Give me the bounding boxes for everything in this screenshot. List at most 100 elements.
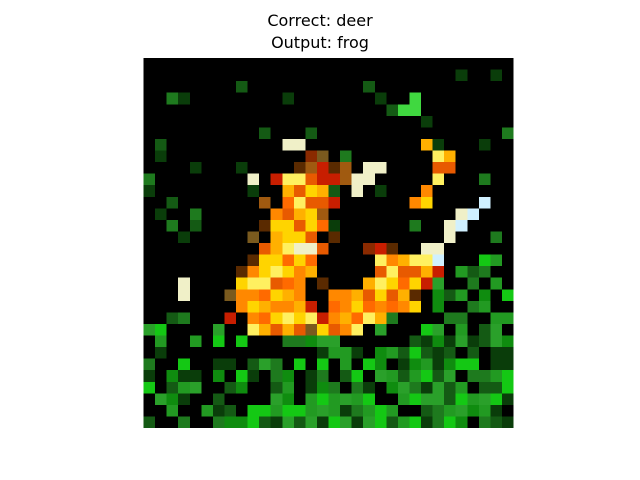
pixel (305, 381, 317, 394)
pixel (351, 173, 364, 186)
pixel (444, 289, 456, 301)
pixel (305, 173, 317, 186)
pixel (328, 404, 341, 417)
pixel (490, 358, 502, 371)
pixel (363, 312, 375, 324)
pixel (259, 312, 271, 324)
pixel (351, 393, 364, 405)
pixel (455, 266, 468, 278)
pixel (293, 185, 306, 197)
pixel (305, 323, 317, 336)
pixel (386, 404, 398, 417)
title-output-label: Output: frog (271, 33, 369, 52)
pixel (432, 300, 445, 313)
pixel (455, 312, 468, 324)
pixel (166, 219, 179, 232)
pixel (259, 416, 271, 428)
pixel (340, 404, 352, 417)
pixel (397, 254, 410, 267)
pixel (444, 231, 456, 243)
pixel (397, 289, 410, 301)
pixel (259, 289, 271, 301)
pixel (328, 231, 341, 243)
pixel (155, 323, 167, 336)
pixel (305, 185, 317, 197)
pixel (166, 404, 179, 417)
pixel (490, 231, 502, 243)
pixel-grid (143, 58, 514, 428)
pixel (363, 81, 375, 93)
pixel (282, 266, 294, 278)
pixel (282, 92, 294, 105)
pixel (282, 231, 294, 243)
pixel (247, 404, 260, 417)
pixel (455, 335, 468, 348)
pixel (328, 335, 341, 348)
pixel (501, 381, 514, 394)
pixel (282, 404, 294, 417)
pixel (224, 312, 236, 324)
pixel (236, 81, 248, 93)
pixel (328, 219, 341, 232)
pixel (316, 243, 329, 255)
pixel (374, 323, 387, 336)
pixel (478, 381, 491, 394)
pixel (444, 358, 456, 371)
pixel (282, 312, 294, 324)
pixel (501, 393, 514, 405)
pixel (282, 138, 294, 151)
pixel (363, 358, 375, 371)
pixel (236, 289, 248, 301)
pixel (166, 92, 179, 105)
pixel (316, 162, 329, 174)
pixel (397, 393, 410, 405)
pixel (421, 185, 433, 197)
pixel (282, 185, 294, 197)
pixel (409, 92, 421, 105)
pixel (270, 404, 283, 417)
pixel (432, 404, 445, 417)
pixel (386, 277, 398, 290)
pixel (282, 300, 294, 313)
pixel (501, 370, 514, 382)
pixel (155, 393, 167, 405)
pixel (328, 312, 341, 324)
pixel (432, 254, 445, 267)
pixel (305, 196, 317, 209)
pixel (455, 323, 468, 336)
pixel (397, 358, 410, 371)
pixel (501, 289, 514, 301)
pixel (421, 358, 433, 371)
pixel (305, 243, 317, 255)
pixel (421, 115, 433, 128)
pixel (328, 196, 341, 209)
pixel (259, 196, 271, 209)
pixel (270, 300, 283, 313)
pixel (282, 416, 294, 428)
pixel (421, 404, 433, 417)
pixel (340, 393, 352, 405)
pixel (409, 358, 421, 371)
pixel (374, 277, 387, 290)
pixel (212, 416, 225, 428)
pixel (374, 243, 387, 255)
pixel (189, 219, 202, 232)
pixel (328, 185, 341, 197)
pixel (236, 266, 248, 278)
pixel (409, 300, 421, 313)
pixel (490, 370, 502, 382)
title-correct-label: Correct: deer (267, 11, 373, 30)
pixel (421, 393, 433, 405)
pixel (316, 416, 329, 428)
pixel (305, 370, 317, 382)
pixel (270, 208, 283, 220)
pixel (467, 277, 479, 290)
pixel (282, 277, 294, 290)
pixel (409, 289, 421, 301)
pixel (478, 416, 491, 428)
pixel (397, 266, 410, 278)
pixel (224, 358, 236, 371)
pixel (363, 289, 375, 301)
pixel (374, 92, 387, 105)
